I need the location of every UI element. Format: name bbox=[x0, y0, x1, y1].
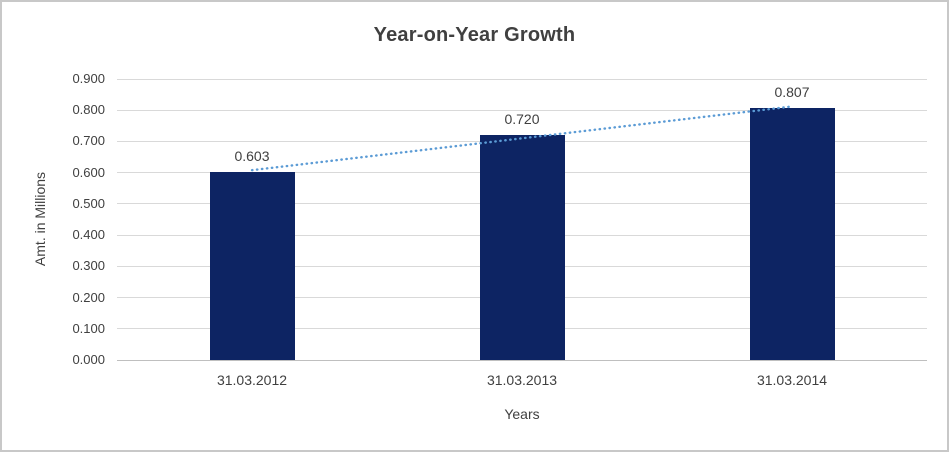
y-tick-label: 0.500 bbox=[72, 195, 105, 211]
bar-31.03.2012 bbox=[209, 171, 295, 360]
gridline bbox=[117, 78, 927, 80]
x-tick-label: 31.03.2012 bbox=[216, 372, 288, 388]
y-tick-label: 0.600 bbox=[72, 164, 105, 180]
y-tick-label: 0.800 bbox=[72, 102, 105, 118]
y-tick-label: 0.200 bbox=[72, 289, 105, 305]
y-tick-label: 0.400 bbox=[72, 227, 105, 243]
y-axis-title: Amt. in Millions bbox=[32, 171, 48, 267]
y-tick-label: 0.900 bbox=[72, 71, 105, 86]
x-axis-title: Years bbox=[504, 406, 540, 422]
bar-31.03.2014 bbox=[749, 108, 835, 360]
data-label: 0.720 bbox=[504, 111, 540, 128]
y-tick-label: 0.700 bbox=[72, 133, 105, 149]
chart-title: Year-on-Year Growth bbox=[373, 24, 576, 46]
gridline bbox=[117, 359, 927, 361]
y-tick-label: 0.000 bbox=[72, 352, 105, 367]
x-tick-label: 31.03.2014 bbox=[756, 372, 828, 388]
bar-31.03.2013 bbox=[479, 135, 565, 360]
data-label: 0.807 bbox=[774, 84, 810, 101]
y-tick-label: 0.300 bbox=[72, 258, 105, 274]
y-tick-label: 0.100 bbox=[72, 320, 105, 336]
data-label: 0.603 bbox=[234, 147, 270, 164]
x-tick-label: 31.03.2013 bbox=[486, 372, 558, 388]
